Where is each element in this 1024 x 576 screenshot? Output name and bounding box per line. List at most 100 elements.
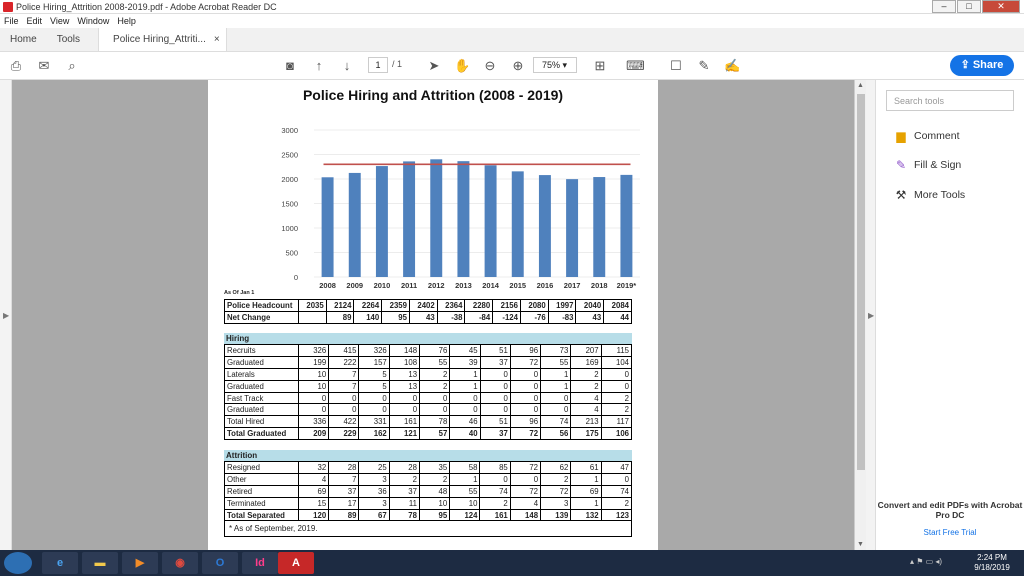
table-cell: 2156 xyxy=(492,299,521,312)
scroll-up-icon[interactable]: ▲ xyxy=(857,82,864,89)
maximize-button[interactable]: □ xyxy=(957,0,981,13)
table-cell: 72 xyxy=(509,461,542,474)
right-panel-toggle[interactable]: ▶ xyxy=(866,80,876,550)
tab-document[interactable]: Police Hiring_Attriti... × xyxy=(98,28,227,51)
table-cell: 95 xyxy=(381,310,410,324)
table-cell: 3 xyxy=(358,496,390,510)
row-label: Graduated xyxy=(224,355,299,369)
print-icon[interactable]: ⎙ xyxy=(10,58,22,73)
vertical-scrollbar[interactable]: ▲ ▼ xyxy=(854,80,866,550)
table-cell: 62 xyxy=(540,461,572,474)
table-cell: 2 xyxy=(600,403,633,417)
table-cell: 2264 xyxy=(353,299,383,312)
start-button[interactable] xyxy=(4,552,32,574)
x-tick-label: 2018 xyxy=(591,281,608,290)
row-label: Recruits xyxy=(224,344,299,357)
scroll-down-icon[interactable]: ▼ xyxy=(857,541,864,548)
x-tick-label: 2017 xyxy=(564,281,581,290)
menu-view[interactable]: View xyxy=(50,16,70,26)
table-cell: 74 xyxy=(479,484,511,498)
tab-close-icon[interactable]: × xyxy=(213,34,220,45)
scroll-thumb[interactable] xyxy=(857,94,865,470)
table-cell: 10 xyxy=(418,496,451,510)
next-page-icon[interactable]: ↓ xyxy=(343,58,351,73)
zoom-out-icon[interactable]: ⊖ xyxy=(484,58,496,73)
snapshot-icon[interactable]: ◙ xyxy=(286,58,294,73)
table-cell: 78 xyxy=(419,415,451,429)
menu-help[interactable]: Help xyxy=(117,16,136,26)
sign-icon[interactable]: ✍ xyxy=(724,58,741,73)
table-cell: 222 xyxy=(328,355,360,369)
headcount-chart: 0 500 1000 1500 2000 2500 3000 2008 2009 2010 2011… xyxy=(281,126,640,290)
left-panel-toggle[interactable]: ▶ xyxy=(0,80,12,550)
zoom-select[interactable]: 75% ▾ xyxy=(533,57,577,73)
menu-file[interactable]: File xyxy=(4,16,19,26)
comment-tool[interactable]: ▆ Comment xyxy=(894,129,959,143)
table-cell: 10 xyxy=(449,496,481,510)
table-cell: 2402 xyxy=(408,299,438,312)
share-button[interactable]: ⇪ Share xyxy=(950,55,1014,76)
menu-edit[interactable]: Edit xyxy=(26,16,43,26)
email-icon[interactable]: ✉ xyxy=(38,58,50,73)
row-label: Other xyxy=(224,472,299,486)
tab-home[interactable]: Home xyxy=(10,34,37,45)
highlight-icon[interactable]: ✎ xyxy=(698,58,710,73)
zoom-in-icon[interactable]: ⊕ xyxy=(512,58,524,73)
more-tools[interactable]: ⚒ More Tools xyxy=(894,188,966,202)
table-cell: 2280 xyxy=(464,299,494,312)
table-cell: 0 xyxy=(297,391,330,405)
table-cell: 2359 xyxy=(381,299,410,312)
table-cell: 28 xyxy=(328,461,360,474)
page-number-input[interactable]: 1 xyxy=(368,57,388,73)
table-cell: 2 xyxy=(600,496,633,510)
select-cursor-icon[interactable]: ➤ xyxy=(428,58,440,73)
chrome-icon[interactable]: ◉ xyxy=(162,552,198,574)
share-label: Share xyxy=(972,59,1004,71)
table-cell: 0 xyxy=(328,391,360,405)
x-tick-label: 2013 xyxy=(455,281,472,290)
table-cell: 2 xyxy=(540,472,572,486)
page-fit-icon[interactable]: ⊞ xyxy=(594,58,606,73)
comment-icon[interactable]: ☐ xyxy=(670,58,682,73)
table-cell: 0 xyxy=(509,403,542,417)
indesign-icon[interactable]: Id xyxy=(242,552,278,574)
table-cell: 28 xyxy=(388,461,420,474)
table-cell: 2 xyxy=(570,379,602,393)
minimize-button[interactable]: – xyxy=(932,0,956,13)
table-cell: 15 xyxy=(297,496,330,510)
comment-tool-icon: ▆ xyxy=(896,129,906,143)
table-cell: 55 xyxy=(449,484,481,498)
acrobat-taskbar-icon[interactable]: A xyxy=(278,552,314,574)
internet-explorer-icon[interactable]: e xyxy=(42,552,78,574)
outlook-icon[interactable]: O xyxy=(202,552,238,574)
search-icon[interactable]: ⌕ xyxy=(68,58,76,73)
table-cell: 4 xyxy=(570,391,602,405)
media-player-icon[interactable]: ▶ xyxy=(122,552,158,574)
system-tray[interactable]: ▴ ⚑ ▭ ◂) xyxy=(910,557,943,566)
hand-tool-icon[interactable]: ✋ xyxy=(454,58,471,73)
footnote: * As of September, 2019. xyxy=(224,520,632,537)
tab-tools[interactable]: Tools xyxy=(56,34,81,45)
scroll-mode-icon[interactable]: ⌨ xyxy=(626,58,645,73)
table-cell: 1 xyxy=(540,367,572,381)
fill-sign-tool[interactable]: ✎ Fill & Sign xyxy=(894,158,961,172)
table-cell: 121 xyxy=(388,427,421,441)
table-cell: 7 xyxy=(328,367,360,381)
table-cell: 2084 xyxy=(603,299,632,312)
hiring-section-header: Hiring xyxy=(224,333,632,344)
page-total: / 1 xyxy=(392,59,403,69)
table-cell: 106 xyxy=(600,427,633,441)
attrition-section-header: Attrition xyxy=(224,450,632,461)
file-explorer-icon[interactable]: ▬ xyxy=(82,552,118,574)
search-tools-input[interactable]: Search tools xyxy=(886,90,1014,111)
table-cell: 0 xyxy=(479,391,511,405)
table-cell: 0 xyxy=(449,391,481,405)
table-cell: 0 xyxy=(600,472,633,486)
menu-window[interactable]: Window xyxy=(77,16,110,26)
start-free-trial-link[interactable]: Start Free Trial xyxy=(923,528,977,537)
row-label: Retired xyxy=(224,484,299,498)
previous-page-icon[interactable]: ↑ xyxy=(315,58,323,73)
close-window-button[interactable]: ✕ xyxy=(982,0,1020,13)
table-cell: 43 xyxy=(575,310,605,324)
document-canvas[interactable]: Police Hiring and Attrition (2008 - 2019… xyxy=(12,80,854,550)
